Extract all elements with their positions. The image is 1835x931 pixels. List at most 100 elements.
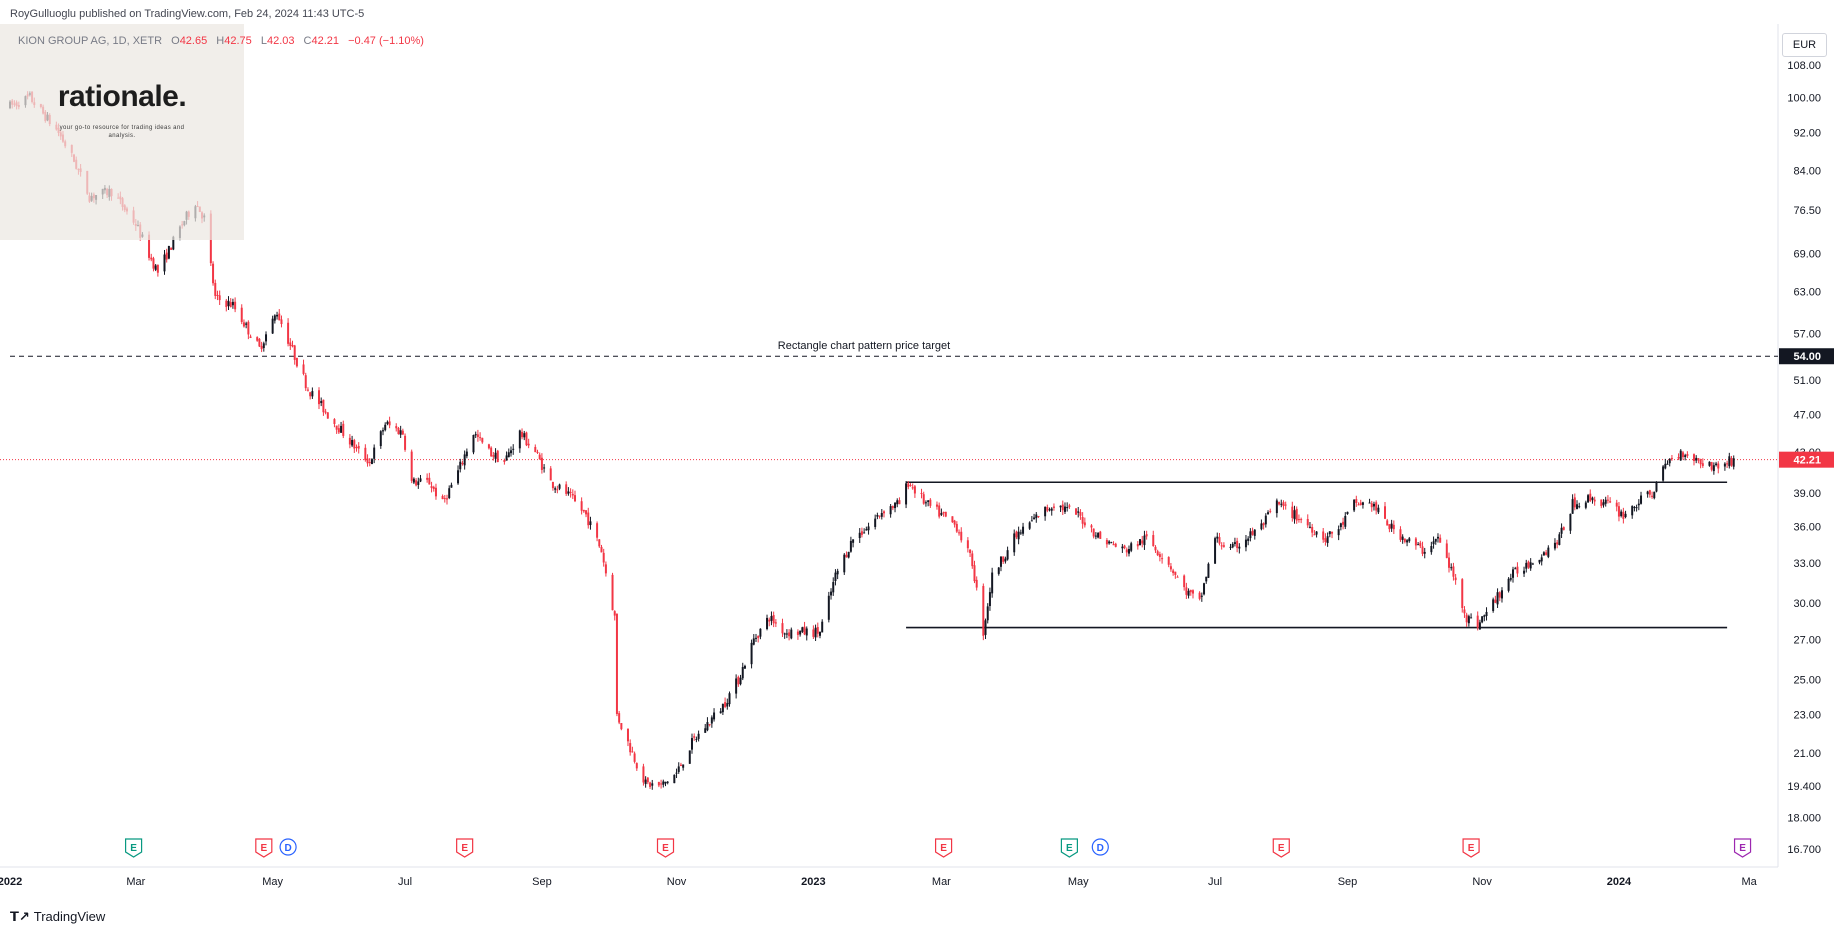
- candle: [1238, 543, 1241, 554]
- candle: [368, 458, 371, 467]
- price-tick-label: 27.00: [1793, 635, 1821, 647]
- candle: [1200, 592, 1203, 602]
- candle-body: [1291, 506, 1294, 519]
- time-tick-label: May: [262, 876, 283, 888]
- candle: [1617, 502, 1620, 522]
- candle: [1050, 507, 1053, 516]
- candle: [1154, 545, 1157, 553]
- candle: [505, 451, 508, 461]
- candle-body: [311, 391, 314, 397]
- symbol-legend[interactable]: KION GROUP AG, 1D, XETR O42.65 H42.75 L4…: [18, 35, 424, 47]
- candle: [490, 446, 493, 457]
- candle-body: [556, 489, 559, 491]
- candle: [942, 511, 945, 517]
- candle: [865, 526, 868, 531]
- price-tick-label: 92.00: [1793, 128, 1821, 140]
- candle: [1478, 619, 1481, 630]
- candle: [249, 334, 252, 339]
- candle-body: [554, 488, 557, 490]
- candle: [613, 610, 616, 621]
- candle: [1161, 553, 1164, 564]
- candle-body: [975, 579, 978, 588]
- candle-body: [1445, 543, 1448, 558]
- candle-body: [401, 430, 404, 435]
- candle: [167, 245, 170, 260]
- candle-body: [973, 565, 976, 582]
- candle: [474, 431, 477, 439]
- candle-body: [1591, 497, 1594, 500]
- candle-body: [1496, 592, 1499, 605]
- candle: [724, 697, 727, 709]
- candle: [1262, 522, 1265, 530]
- candle-body: [927, 500, 930, 503]
- candle-body: [1692, 454, 1695, 462]
- candle: [1066, 502, 1069, 512]
- candle-body: [487, 444, 490, 449]
- candle-body: [1452, 566, 1455, 577]
- price-tick-label: 19.400: [1787, 781, 1821, 793]
- candle: [461, 460, 464, 466]
- brand-text: TradingView: [33, 909, 106, 924]
- candle: [971, 550, 974, 569]
- currency-selector[interactable]: EUR: [1782, 33, 1827, 57]
- candle-body: [615, 613, 618, 714]
- candle: [938, 502, 941, 519]
- candle: [704, 723, 707, 733]
- candle-body: [322, 399, 325, 413]
- earnings-event-icon: [1060, 838, 1078, 858]
- candle-body: [1401, 536, 1404, 540]
- candle: [1732, 455, 1735, 470]
- candle: [675, 768, 678, 779]
- tradingview-brand[interactable]: 𝗧↗ TradingView: [10, 909, 105, 925]
- price-chart[interactable]: Rectangle chart pattern price target E E D…: [0, 24, 1835, 909]
- candle-body: [172, 236, 175, 250]
- candle-body: [816, 627, 819, 634]
- candle-body: [896, 500, 899, 505]
- candle-body: [492, 455, 495, 457]
- candle-body: [611, 574, 614, 611]
- candle-body: [988, 592, 991, 607]
- candle: [1244, 535, 1247, 552]
- time-axis[interactable]: 2022 Mar May Jul Sep Nov 2023 Mar May Jul Sep Nov 20…: [0, 876, 1758, 888]
- candle-body: [523, 433, 526, 438]
- candle-body: [688, 750, 691, 764]
- candle: [1476, 611, 1479, 631]
- candle: [1130, 541, 1133, 553]
- candle-body: [154, 265, 157, 270]
- candle: [1637, 499, 1640, 511]
- candle: [1648, 489, 1651, 498]
- candle-body: [1300, 519, 1303, 521]
- candle: [370, 458, 373, 465]
- candle-body: [1450, 567, 1453, 569]
- candle: [1187, 588, 1190, 599]
- candle: [1158, 551, 1161, 562]
- candle: [1375, 500, 1378, 515]
- candle: [1004, 556, 1007, 564]
- candle: [163, 249, 166, 275]
- candle: [1028, 521, 1031, 530]
- price-axis[interactable]: 108.00 100.00 92.00 84.00 76.50 69.00 63.00 57.…: [1779, 60, 1834, 856]
- candle: [679, 762, 682, 767]
- candle: [1692, 453, 1695, 466]
- candle-body: [735, 678, 738, 694]
- candle-body: [227, 300, 230, 307]
- candle: [1587, 493, 1590, 503]
- candle-body: [781, 623, 784, 634]
- candle-body: [1527, 561, 1530, 568]
- candle-body: [448, 488, 451, 499]
- candle-body: [876, 514, 879, 517]
- candle-body: [1430, 546, 1433, 553]
- price-tick-label: 63.00: [1793, 287, 1821, 299]
- candle-body: [1494, 599, 1497, 603]
- candle: [1315, 531, 1318, 538]
- candle-body: [1339, 523, 1342, 528]
- candle: [706, 717, 709, 732]
- candle-body: [849, 540, 852, 552]
- candle: [768, 617, 771, 627]
- candle: [635, 762, 638, 771]
- candle-body: [1531, 563, 1534, 565]
- candle-body: [565, 484, 568, 494]
- candle-body: [1229, 546, 1232, 548]
- candle-body: [1169, 566, 1172, 570]
- time-tick-label: Mar: [126, 876, 145, 888]
